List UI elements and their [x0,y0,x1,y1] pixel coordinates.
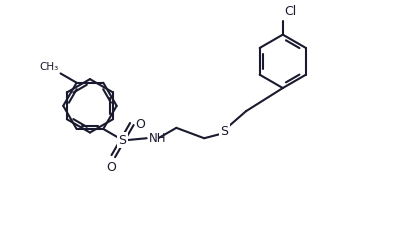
Text: O: O [135,118,145,131]
Text: S: S [220,125,229,138]
Text: S: S [118,134,126,147]
Text: NH: NH [149,132,166,145]
Text: O: O [107,161,117,173]
Text: Cl: Cl [285,5,297,18]
Text: CH₃: CH₃ [40,62,59,72]
